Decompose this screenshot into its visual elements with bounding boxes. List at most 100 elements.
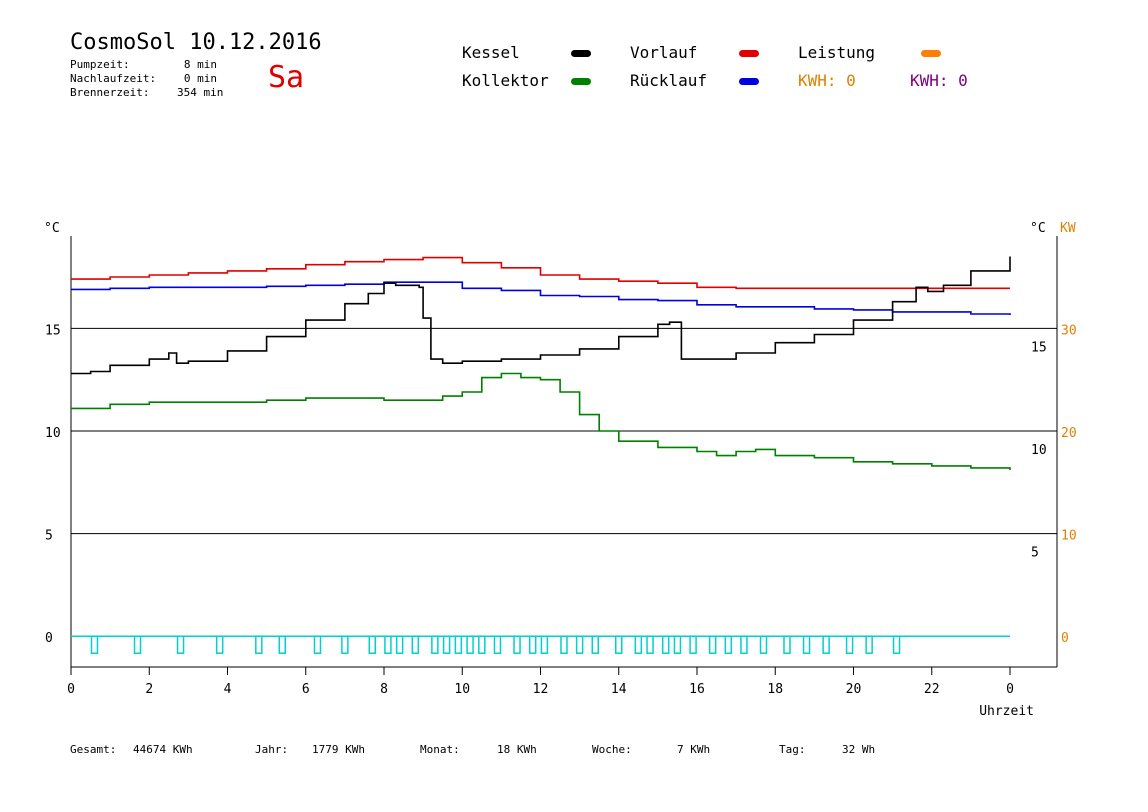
pump-pulse — [368, 635, 377, 654]
legend-leistung-label: Leistung — [798, 43, 876, 62]
pump-pulse — [255, 635, 263, 654]
x-tick-label: 4 — [224, 682, 232, 697]
x-tick-label: 12 — [533, 682, 549, 697]
pump-pulse — [661, 635, 670, 654]
legend-ruecklauf-swatch — [739, 78, 759, 85]
legend-vorlauf-label: Vorlauf — [630, 43, 698, 62]
series-line-kollektor — [71, 372, 1011, 470]
footer-tag-label: Tag: — [779, 743, 806, 756]
footer-jahr-label: Jahr: — [255, 743, 289, 756]
pump-pulse — [724, 635, 733, 654]
x-axis-label: Uhrzeit — [979, 704, 1034, 719]
legend-leistung-swatch — [921, 50, 941, 57]
y-axis-right-label: °C — [1030, 221, 1046, 236]
pump-pulse — [634, 635, 643, 654]
pump-pulse — [431, 635, 439, 654]
pump-pulse — [478, 635, 486, 654]
legend-kwh-purple: KWH: 0 — [910, 71, 968, 90]
pump-pulse — [646, 635, 654, 654]
pump-pulse — [615, 635, 623, 654]
x-tick-label: 8 — [380, 682, 388, 697]
legend-kessel-label: Kessel — [462, 43, 520, 62]
legend-vorlauf-swatch — [739, 50, 759, 57]
series-line-kessel — [71, 256, 1011, 375]
x-tick-label: 20 — [846, 682, 862, 697]
pump-pulse — [454, 635, 463, 654]
x-tick-label: 0 — [67, 682, 75, 697]
pump-pulse — [384, 635, 392, 654]
y-tick-right: 5 — [1031, 546, 1039, 561]
pump-pulse — [822, 635, 830, 654]
pump-pulse — [591, 635, 600, 654]
pump-pulse — [133, 635, 142, 654]
y-tick-right-kw: 20 — [1061, 426, 1077, 441]
footer-monat-value: 18 KWh — [497, 743, 537, 756]
legend-kollektor-label: Kollektor — [462, 71, 549, 90]
pump-pulse — [802, 635, 811, 654]
pump-pulse — [759, 635, 768, 654]
legend-kessel-swatch — [571, 50, 591, 57]
pump-pulse — [845, 635, 854, 654]
pump-pulse — [442, 635, 451, 654]
y-tick-right-kw: 0 — [1061, 631, 1069, 646]
pump-pulse — [313, 635, 322, 654]
pump-pulse — [528, 635, 537, 654]
x-tick-label: 10 — [454, 682, 470, 697]
info-nachlaufzeit-value: 0 min — [183, 72, 217, 85]
chart-title: CosmoSol 10.12.2016 — [70, 30, 322, 55]
footer-gesamt-value: 44674 KWh — [133, 743, 193, 756]
footer-tag-value: 32 Wh — [842, 743, 876, 756]
pump-pulse — [689, 635, 697, 654]
y-tick-left: 5 — [45, 529, 53, 544]
y-tick-right-kw: 30 — [1061, 323, 1077, 338]
x-tick-label: 0 — [1006, 682, 1014, 697]
pump-pulse — [411, 635, 420, 654]
pump-pulse — [865, 635, 873, 654]
pump-pulse — [466, 635, 474, 654]
footer-gesamt-label: Gesamt: — [70, 743, 117, 756]
pump-pulse — [395, 635, 404, 654]
legend-kollektor-swatch — [571, 78, 591, 85]
x-tick-label: 22 — [924, 682, 940, 697]
x-tick-label: 16 — [689, 682, 705, 697]
pump-pulse — [215, 635, 224, 654]
y-tick-left: 10 — [45, 426, 61, 441]
pump-pulse — [783, 635, 791, 654]
y-tick-right-kw: 10 — [1061, 529, 1077, 544]
series-line-rcklauf — [71, 281, 1011, 315]
x-tick-label: 6 — [302, 682, 310, 697]
footer-monat-label: Monat: — [420, 743, 460, 756]
pump-pulse — [575, 635, 584, 654]
info-pumpzeit-label: Pumpzeit: — [70, 58, 130, 71]
pump-pulse — [892, 635, 901, 654]
pump-pulse — [540, 635, 549, 654]
legend-kwh-orange: KWH: 0 — [798, 71, 856, 90]
y-tick-left: 0 — [45, 631, 53, 646]
legend-ruecklauf-label: Rücklauf — [630, 71, 708, 90]
info-nachlaufzeit-label: Nachlaufzeit: — [70, 72, 157, 85]
weekday-label: Sa — [268, 60, 305, 95]
footer-woche-value: 7 KWh — [677, 743, 711, 756]
footer-jahr-value: 1779 KWh — [312, 743, 365, 756]
footer-woche-label: Woche: — [592, 743, 632, 756]
y-axis-right-kw-label: KW — [1060, 221, 1076, 236]
pump-pulse — [513, 635, 521, 654]
pump-pulse — [673, 635, 682, 654]
info-brennerzeit-label: Brennerzeit: — [70, 86, 150, 99]
x-tick-label: 14 — [611, 682, 627, 697]
x-tick-label: 18 — [767, 682, 783, 697]
pump-pulse — [341, 635, 349, 654]
info-pumpzeit-value: 8 min — [183, 58, 217, 71]
pump-pulse — [560, 635, 568, 654]
pump-pulse — [90, 635, 99, 654]
x-tick-label: 2 — [145, 682, 153, 697]
y-tick-left: 15 — [45, 323, 61, 338]
series-line-vorlauf — [71, 256, 1010, 290]
pump-pulse — [493, 635, 502, 654]
pump-pulse — [278, 635, 287, 654]
y-tick-right: 10 — [1031, 443, 1047, 458]
y-axis-left-label: °C — [44, 221, 60, 236]
y-tick-right: 15 — [1031, 340, 1047, 355]
pump-pulse — [740, 635, 748, 654]
